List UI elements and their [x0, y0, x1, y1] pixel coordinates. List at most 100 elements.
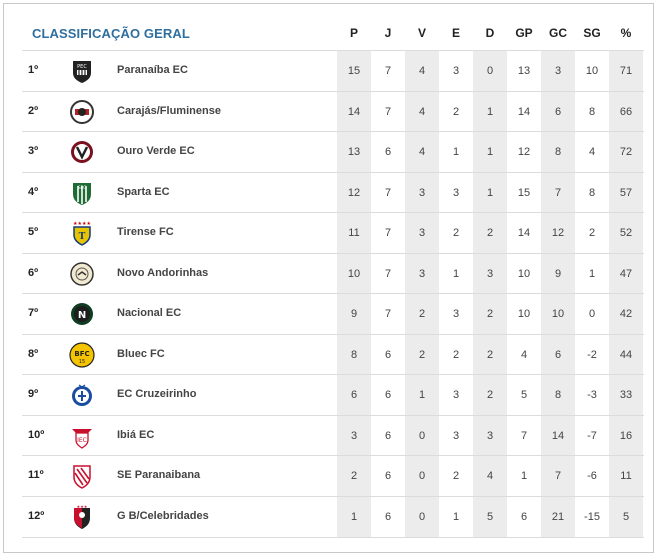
stat-p: 9: [337, 294, 371, 334]
stat-d: 5: [473, 496, 507, 537]
position-label: 10º: [28, 428, 45, 441]
svg-text:★★★★: ★★★★: [73, 221, 91, 227]
stat-gp: 1: [520, 470, 528, 482]
team-name: EC Cruzeirinho: [117, 388, 197, 400]
stat-p: 12: [337, 172, 371, 213]
stat-e: 2: [452, 470, 460, 482]
stat-gc: 12: [541, 213, 575, 253]
stat-gc: 14: [541, 415, 575, 456]
stat-v: 0: [405, 415, 439, 456]
table-row: 7º N Nacional EC 9 7 2 3 2 10 10 0 42: [22, 293, 644, 334]
stat-d: 1: [473, 172, 507, 213]
table-header: CLASSIFICAÇÃO GERAL P J V E D GP GC SG %: [4, 20, 653, 50]
svg-text:T: T: [79, 232, 86, 242]
stat-j: 7: [384, 105, 392, 118]
stat-d: 1: [473, 91, 507, 132]
stat-sg: -6: [587, 470, 597, 482]
stat-e: 1: [452, 146, 460, 158]
table-row: 9º EC Cruzeirinho 6 6 1 3 2 5 8 -3 33: [22, 374, 644, 415]
table-row: 6º Novo Andorinhas 10 7 3 1 3 10 9 1 47: [22, 252, 644, 294]
svg-text:IEC: IEC: [77, 437, 87, 444]
stat-e: 2: [452, 348, 460, 361]
col-header-e: E: [451, 26, 460, 40]
stat-p: 1: [337, 496, 371, 537]
team-name: Ouro Verde EC: [117, 145, 195, 157]
stat-gc: 9: [541, 253, 575, 294]
stat-p: 8: [337, 334, 371, 375]
stat-gc: 8: [541, 132, 575, 172]
stat-p: 13: [337, 132, 371, 172]
svg-text:15: 15: [79, 359, 85, 365]
stat-gp: 5: [520, 389, 528, 401]
position-label: 4º: [28, 185, 39, 198]
gb-celebridades-crest-icon: ★★★: [69, 504, 95, 530]
col-header-gp: GP: [515, 26, 533, 40]
stat-pct: 72: [609, 132, 643, 172]
table-row: 4º SEC Sparta EC 12 7 3 3 1 15 7 8 57: [22, 171, 644, 213]
stat-gp: 15: [517, 186, 531, 199]
stat-pct: 47: [609, 253, 643, 294]
col-header-v: V: [417, 26, 426, 40]
stat-v: 2: [405, 294, 439, 334]
standings-title: CLASSIFICAÇÃO GERAL: [32, 26, 190, 41]
position-label: 6º: [28, 266, 39, 279]
stat-pct: 71: [609, 51, 643, 91]
table-row: 11º SE Paranaibana 2 6 0 2 4 1 7 -6 11: [22, 455, 644, 496]
stat-v: 0: [405, 496, 439, 537]
table-row: 2º Carajás/Fluminense 14 7 4 2 1 14 6 8 66: [22, 90, 644, 132]
stat-pct: 57: [609, 172, 643, 213]
standings-panel: CLASSIFICAÇÃO GERAL P J V E D GP GC SG %…: [3, 3, 654, 553]
stat-e: 2: [452, 105, 460, 118]
position-label: 11º: [28, 469, 44, 481]
stat-pct: 16: [609, 415, 643, 456]
stat-e: 1: [452, 510, 460, 523]
se-paranaibana-crest-icon: [69, 463, 95, 489]
stat-j: 7: [384, 65, 392, 77]
table-row: 1º PEC Paranaíba EC 15 7 4 3 0 13 3 10 71: [22, 50, 644, 91]
team-name: Nacional EC: [117, 307, 182, 319]
stat-d: 0: [473, 51, 507, 91]
stat-gc: 8: [541, 375, 575, 415]
stat-pct: 44: [609, 334, 643, 375]
sparta-crest-icon: SEC: [69, 180, 95, 206]
stat-gp: 12: [517, 146, 531, 158]
stat-sg: 2: [588, 227, 596, 239]
stat-j: 6: [384, 389, 392, 401]
team-name: Tirense FC: [117, 226, 174, 238]
stat-gc: 3: [541, 51, 575, 91]
stat-j: 7: [384, 227, 392, 239]
stat-v: 2: [405, 334, 439, 375]
stat-e: 3: [452, 389, 460, 401]
team-name: Paranaíba EC: [117, 64, 188, 76]
tirense-crest-icon: ★★★★ T: [69, 220, 95, 246]
table-row: 8º BFC 15 Bluec FC 8 6 2 2 2 4 6 -2 44: [22, 333, 644, 375]
stat-sg: 10: [585, 65, 599, 77]
stat-v: 1: [405, 375, 439, 415]
svg-text:N: N: [78, 310, 86, 321]
svg-text:★★★: ★★★: [77, 504, 88, 509]
team-name: Carajás/Fluminense: [117, 104, 221, 117]
stat-pct: 52: [609, 213, 643, 253]
stat-d: 4: [473, 456, 507, 496]
team-name: Sparta EC: [117, 185, 170, 198]
stat-v: 3: [405, 253, 439, 294]
stat-gp: 4: [520, 348, 528, 361]
team-name: G B/Celebridades: [117, 509, 209, 522]
stat-gc: 10: [541, 294, 575, 334]
stat-gc: 21: [541, 496, 575, 537]
stat-p: 10: [337, 253, 371, 294]
stat-pct: 42: [609, 294, 643, 334]
stat-j: 6: [384, 146, 392, 158]
stat-v: 4: [405, 51, 439, 91]
stat-j: 6: [384, 470, 392, 482]
team-name: SE Paranaibana: [117, 469, 201, 481]
team-name: Ibiá EC: [117, 428, 155, 441]
stat-j: 6: [384, 429, 392, 442]
nacional-crest-icon: N: [69, 301, 95, 327]
paranaiba-ec-crest-icon: PEC: [69, 58, 95, 84]
stat-gp: 10: [517, 267, 531, 280]
stat-gp: 14: [517, 227, 531, 239]
stat-gc: 7: [541, 456, 575, 496]
stat-v: 4: [405, 132, 439, 172]
table-row: 3º Ouro Verde EC 13 6 4 1 1 12 8 4 72: [22, 131, 644, 172]
